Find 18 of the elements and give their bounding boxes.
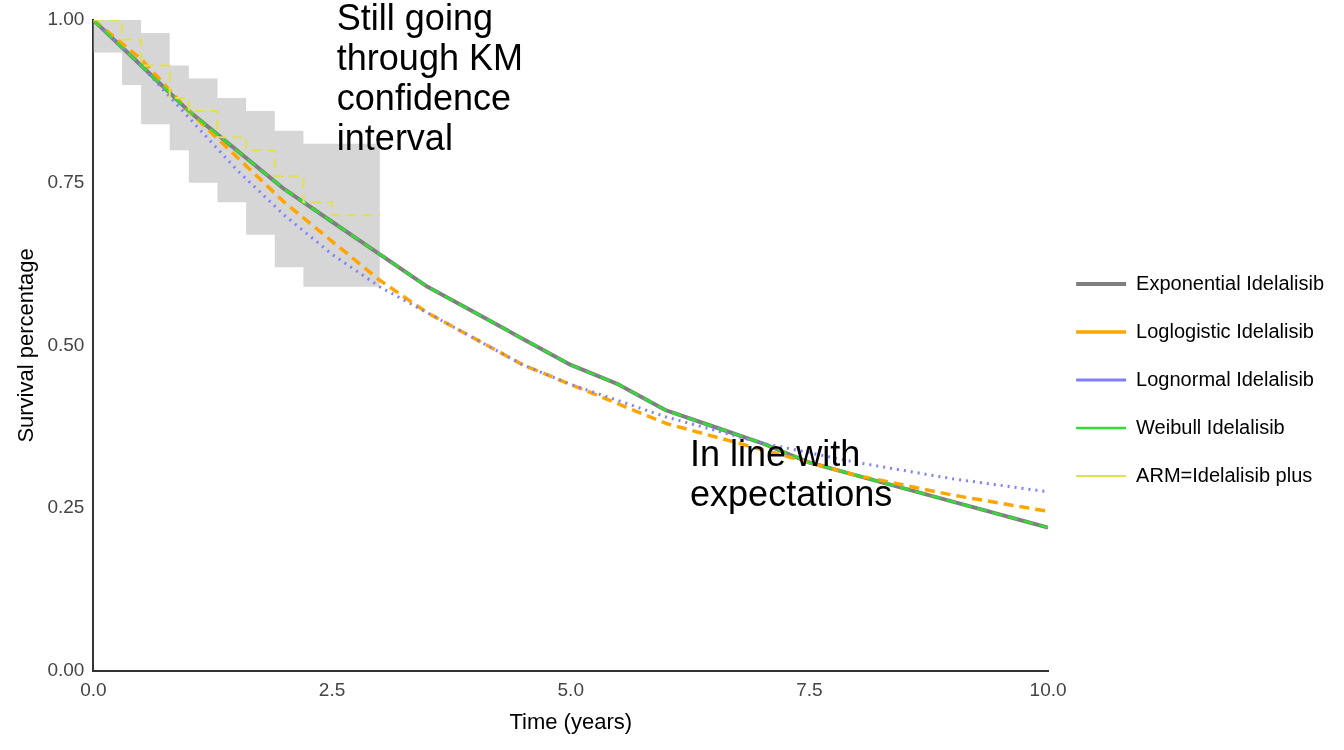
- x-tick-label: 10.0: [1029, 679, 1067, 701]
- y-tick-label: 0.00: [47, 659, 85, 681]
- legend-label: ARM=Idelalisib plus: [1136, 463, 1313, 486]
- legend-label: Exponential Idelalisib: [1136, 271, 1325, 294]
- y-tick-label: 1.00: [47, 8, 85, 30]
- legend-label: Weibull Idelalisib: [1136, 415, 1285, 438]
- x-axis-title: Time (years): [509, 708, 633, 734]
- y-tick-label: 0.50: [47, 333, 85, 355]
- y-tick-label: 0.75: [47, 170, 85, 192]
- x-tick-label: 2.5: [318, 679, 346, 701]
- legend-label: Loglogistic Idelalisib: [1136, 319, 1314, 342]
- x-tick-label: 7.5: [796, 679, 823, 701]
- y-axis-title: Survival percentage: [13, 248, 39, 443]
- x-tick-label: 5.0: [557, 679, 584, 701]
- x-tick-label: 0.0: [80, 679, 107, 701]
- annotation: Still going through KM confidence interval: [336, 0, 523, 158]
- legend-label: Lognormal Idelalisib: [1136, 367, 1314, 390]
- y-tick-label: 0.25: [47, 496, 85, 518]
